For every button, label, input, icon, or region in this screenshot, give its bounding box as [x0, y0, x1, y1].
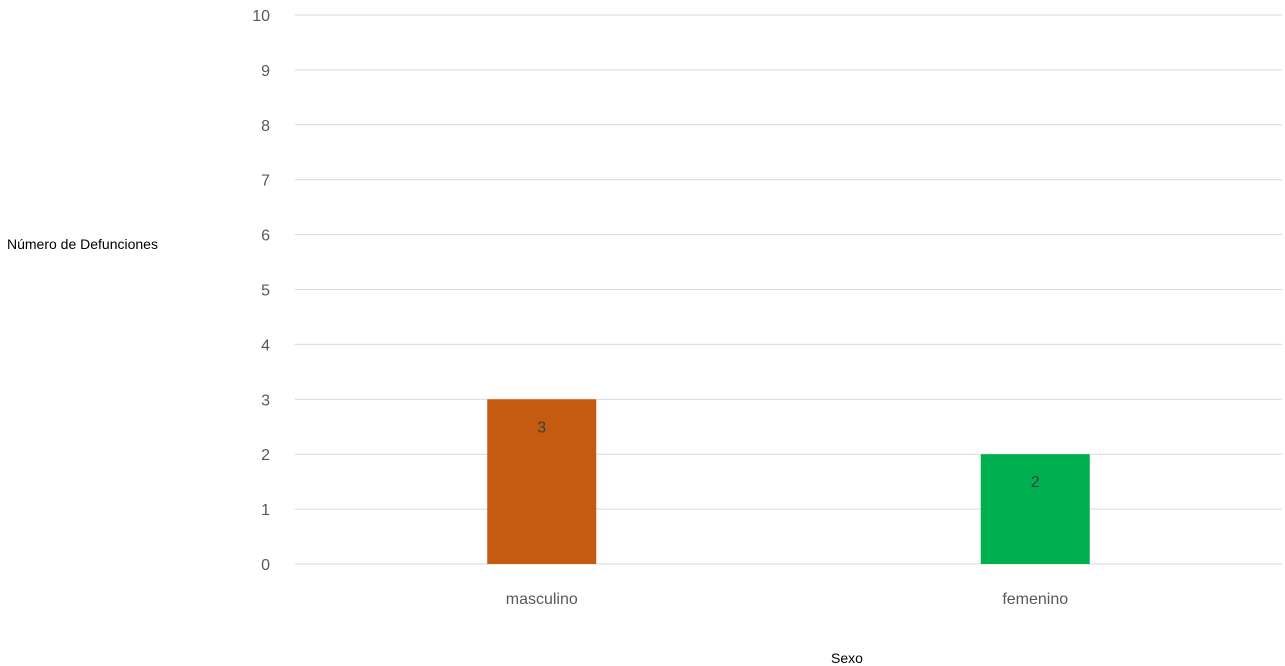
y-axis-title: Número de Defunciones	[7, 236, 158, 252]
bar-femenino	[980, 454, 1090, 564]
x-tick-label-masculino: masculino	[506, 591, 578, 608]
y-tick-label: 1	[261, 502, 270, 519]
data-labels: 32	[537, 419, 1040, 491]
y-axis-ticks: 0 1 2 3 4 5 6 7 8 9 10	[252, 8, 270, 574]
y-tick-label: 4	[261, 337, 270, 354]
x-axis-title: Sexo	[831, 650, 863, 666]
y-tick-label: 10	[252, 8, 270, 25]
y-tick-label: 0	[261, 557, 270, 574]
data-label-femenino: 2	[1031, 474, 1040, 491]
y-tick-label: 3	[261, 392, 270, 409]
y-tick-label: 7	[261, 173, 270, 190]
gridlines	[295, 14, 1282, 565]
y-tick-label: 6	[261, 228, 270, 245]
x-tick-label-femenino: femenino	[1002, 591, 1068, 608]
y-tick-label: 8	[261, 118, 270, 135]
data-label-masculino: 3	[537, 419, 546, 436]
bars	[487, 399, 1090, 564]
y-tick-label: 9	[261, 63, 270, 80]
y-tick-label: 5	[261, 283, 270, 300]
bar-masculino	[487, 399, 597, 564]
x-axis-ticks: masculino femenino	[506, 591, 1069, 608]
y-tick-label: 2	[261, 447, 270, 464]
